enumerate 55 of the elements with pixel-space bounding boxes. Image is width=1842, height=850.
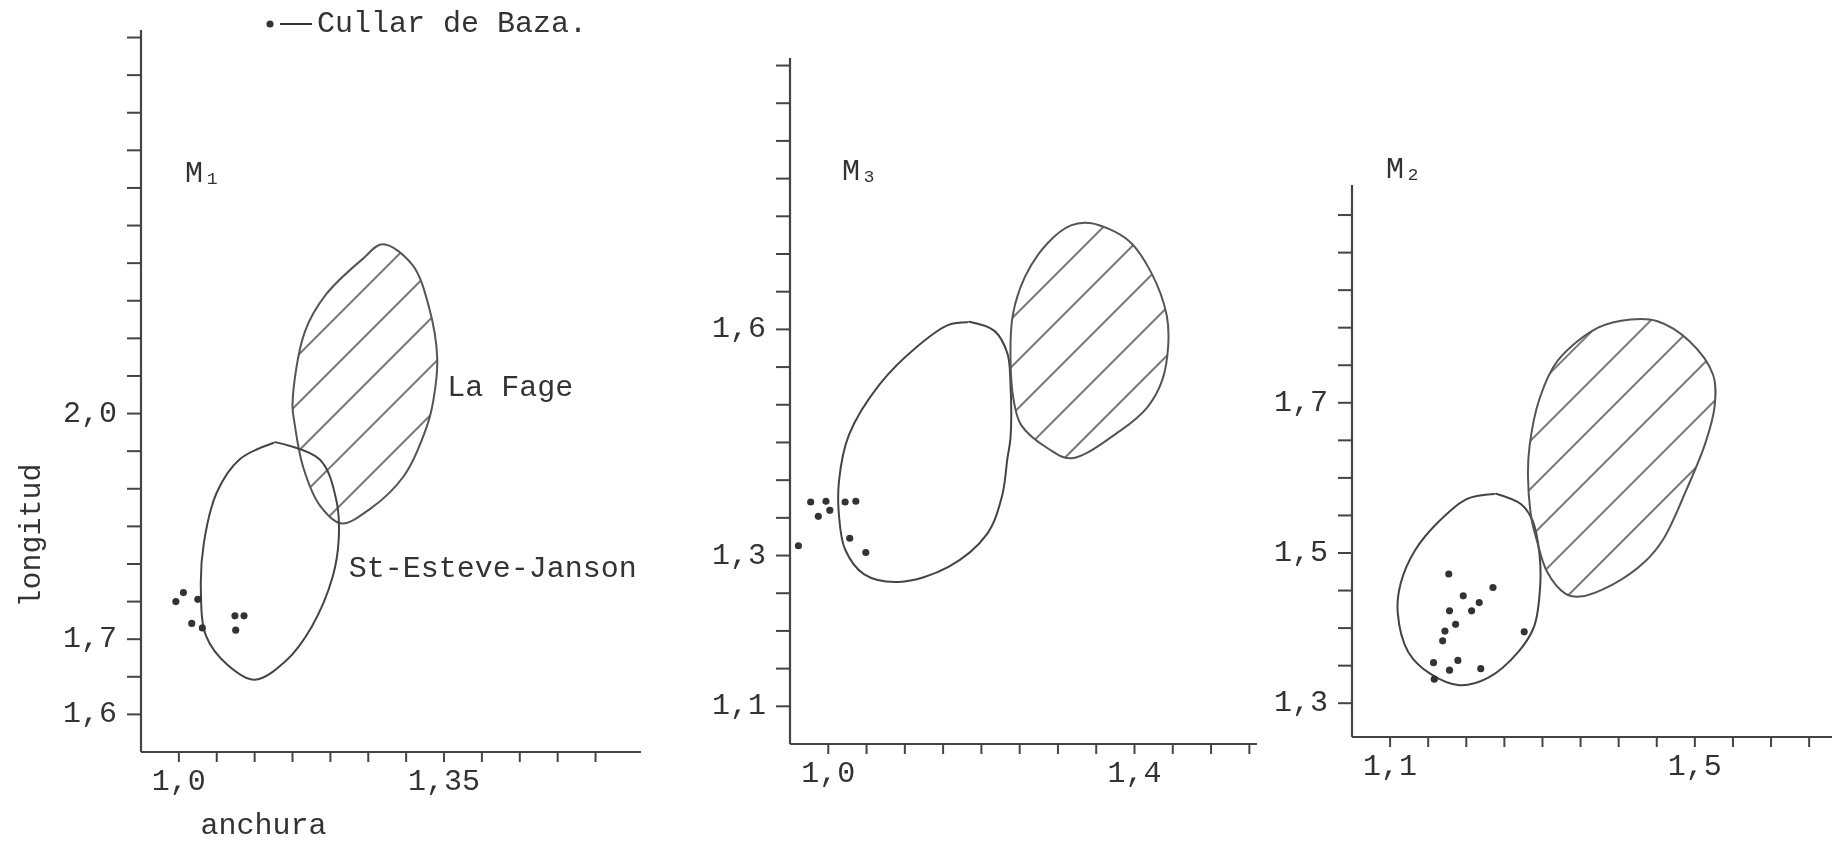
point <box>194 595 202 603</box>
y-tick-label: 1,3 <box>711 538 766 573</box>
x-tick-label: 1,0 <box>801 757 856 791</box>
point <box>1430 675 1438 683</box>
point <box>1441 627 1449 635</box>
point <box>240 612 248 620</box>
y-tick-label: 1,3 <box>1273 686 1328 721</box>
point <box>794 542 802 550</box>
point <box>1445 666 1454 674</box>
series-label: La Fage <box>447 370 574 405</box>
point <box>188 619 196 627</box>
point <box>1489 583 1497 592</box>
point <box>1439 637 1447 645</box>
y-tick-label: 1,7 <box>62 622 117 657</box>
y-tick-label: 1,6 <box>711 312 766 347</box>
x-tick-label: 1,5 <box>1667 750 1722 784</box>
point <box>232 626 240 634</box>
y-tick-label: 1,6 <box>62 697 117 732</box>
point <box>1475 599 1483 607</box>
point <box>862 548 870 557</box>
point <box>846 534 854 542</box>
point <box>1459 592 1467 600</box>
text: M₁ <box>185 157 222 191</box>
point <box>814 512 822 520</box>
y-tick-label: 1,5 <box>1273 536 1328 570</box>
x-tick-label: 1,4 <box>1107 757 1162 791</box>
series-label: St-Esteve-Janson <box>348 552 637 587</box>
point <box>1445 570 1453 578</box>
point <box>822 497 830 505</box>
point <box>198 624 206 632</box>
x-tick-label: 1,0 <box>151 765 206 799</box>
point <box>852 497 860 505</box>
point <box>807 498 815 506</box>
point <box>1445 607 1454 615</box>
y-tick-label: 1,1 <box>711 689 766 724</box>
point <box>1520 628 1528 636</box>
chart-title: M₂ <box>1386 153 1423 187</box>
text: M₃ <box>842 155 879 189</box>
y-tick-label: 1,7 <box>1273 385 1328 420</box>
x-axis-title: anchura <box>200 809 327 843</box>
y-tick-label: 2,0 <box>62 396 117 431</box>
point <box>1454 656 1462 664</box>
point <box>231 612 239 620</box>
point <box>1477 665 1485 673</box>
x-tick-label: 1,35 <box>408 765 481 799</box>
y-axis-title: longitud <box>15 463 49 608</box>
point <box>841 498 849 506</box>
point <box>826 506 834 514</box>
point <box>1452 620 1460 628</box>
point <box>172 598 180 606</box>
x-tick-label: 1,1 <box>1363 750 1418 784</box>
point <box>1468 607 1476 615</box>
point <box>1429 659 1438 667</box>
point <box>179 589 187 597</box>
legend-label: Cullar de Baza. <box>317 7 588 41</box>
